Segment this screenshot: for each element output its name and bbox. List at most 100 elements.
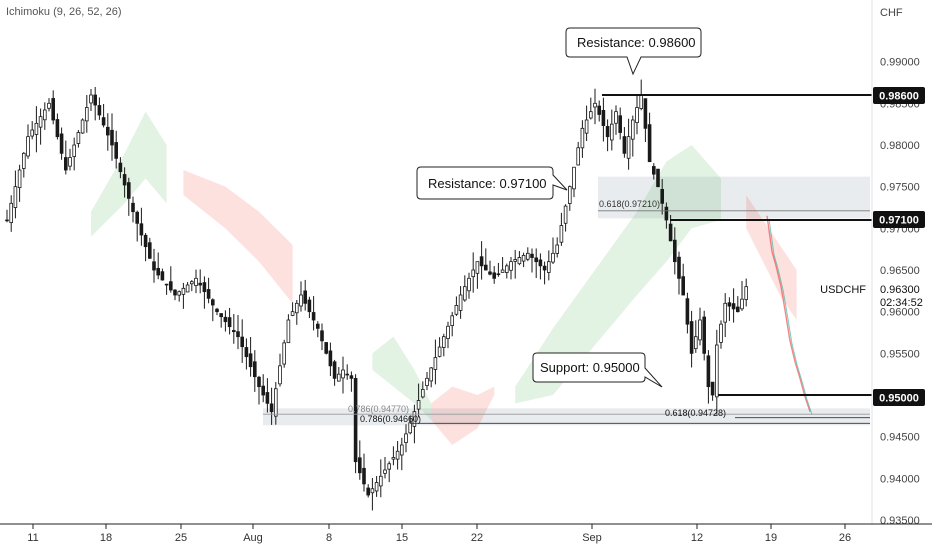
candle	[580, 120, 585, 158]
candle	[568, 185, 572, 211]
candle-body	[269, 403, 274, 413]
candle-body	[668, 223, 673, 242]
candle	[605, 119, 610, 152]
callout-support[interactable]: Support: 0.95000	[532, 352, 663, 388]
candle-body	[576, 147, 580, 166]
candle	[47, 98, 51, 112]
time-tick: 12	[691, 532, 703, 544]
candle	[509, 256, 513, 280]
candle	[345, 364, 349, 380]
candle-body	[521, 255, 526, 262]
candle	[689, 310, 694, 368]
candle-body	[399, 444, 404, 456]
time-tick: Sep	[582, 532, 602, 544]
candle	[131, 196, 135, 223]
candle	[530, 248, 534, 273]
candle	[446, 321, 450, 349]
candle	[597, 100, 601, 122]
candle-body	[441, 336, 446, 348]
candle	[437, 337, 442, 358]
candle	[366, 484, 370, 498]
candle-body	[479, 256, 484, 267]
candle-body	[299, 294, 303, 307]
candle-body	[437, 346, 442, 357]
candle	[156, 252, 161, 280]
candle-body	[106, 126, 110, 136]
candle-body	[139, 223, 144, 236]
candle-body	[160, 271, 165, 281]
candle-body	[273, 388, 278, 417]
callout-mid-resistance[interactable]: Resistance: 0.97100	[416, 166, 568, 200]
candle-body	[542, 265, 547, 271]
candle	[85, 95, 89, 133]
candle	[139, 207, 144, 246]
candle-body	[236, 331, 240, 338]
candle-body	[290, 311, 295, 316]
candle	[706, 350, 711, 404]
candle	[9, 195, 14, 232]
candle	[273, 381, 278, 425]
candle-body	[555, 244, 559, 254]
candle	[467, 272, 471, 299]
candle-body	[336, 373, 341, 382]
candle-body	[127, 182, 131, 199]
candle-body	[320, 330, 324, 342]
candle	[231, 313, 236, 344]
candle	[374, 476, 379, 497]
candle-body	[471, 269, 475, 278]
candle-body	[710, 381, 715, 396]
candle	[252, 350, 257, 392]
candle-body	[131, 202, 135, 213]
candle-body	[719, 323, 723, 343]
candle	[492, 266, 496, 284]
candle-body	[727, 302, 732, 307]
candle-body	[513, 259, 517, 262]
candle-body	[454, 305, 459, 315]
candle	[303, 279, 307, 311]
candle	[320, 323, 324, 351]
candle-body	[450, 315, 454, 326]
candle	[227, 307, 232, 335]
candle	[341, 356, 345, 394]
candle-body	[47, 102, 51, 109]
candle-body	[189, 281, 194, 285]
price-tick: 0.96500	[880, 265, 920, 277]
candle-body	[17, 169, 22, 188]
candle-body	[345, 373, 349, 376]
callout-top-resistance[interactable]: Resistance: 0.98600	[565, 27, 702, 76]
cloud-bull	[515, 145, 721, 404]
candle	[610, 109, 614, 151]
symbol-name: USDCHF	[820, 284, 866, 296]
candle-body	[101, 117, 106, 126]
candle	[152, 248, 156, 283]
candle-body	[156, 267, 161, 276]
candle-body	[311, 312, 316, 321]
candle-body	[278, 365, 282, 385]
price-tick: 0.94500	[880, 432, 920, 444]
candle-body	[122, 174, 127, 186]
candle-body	[639, 94, 643, 109]
candle	[635, 94, 639, 135]
candle	[248, 337, 253, 377]
candle	[723, 293, 727, 338]
indicator-label[interactable]: Ichimoku (9, 26, 52, 26)	[6, 6, 122, 18]
time-tick: 18	[100, 532, 112, 544]
candle-body	[559, 225, 564, 243]
candle	[118, 157, 123, 179]
candle	[315, 321, 320, 338]
candle-body	[353, 378, 358, 463]
candle	[55, 113, 60, 140]
candle-body	[315, 323, 320, 329]
candle	[589, 97, 593, 120]
candle	[34, 106, 39, 153]
candle	[538, 253, 543, 280]
candle-body	[702, 316, 706, 354]
candle	[521, 252, 526, 268]
candle	[698, 307, 702, 346]
candle	[454, 296, 459, 316]
candle	[576, 141, 580, 166]
price-axis: CHF 0.990000.985000.980000.975000.970000…	[871, 0, 920, 527]
time-tick: Aug	[243, 532, 263, 544]
candle-body	[572, 166, 576, 190]
